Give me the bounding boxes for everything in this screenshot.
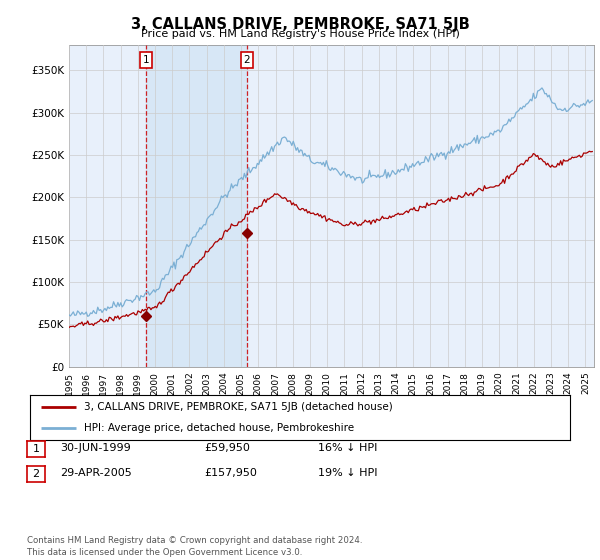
Text: 19% ↓ HPI: 19% ↓ HPI <box>318 468 377 478</box>
Text: 1: 1 <box>143 55 149 65</box>
Text: HPI: Average price, detached house, Pembrokeshire: HPI: Average price, detached house, Pemb… <box>84 423 354 433</box>
Text: 2: 2 <box>244 55 250 65</box>
Text: Contains HM Land Registry data © Crown copyright and database right 2024.
This d: Contains HM Land Registry data © Crown c… <box>27 536 362 557</box>
Text: £157,950: £157,950 <box>204 468 257 478</box>
Text: 3, CALLANS DRIVE, PEMBROKE, SA71 5JB (detached house): 3, CALLANS DRIVE, PEMBROKE, SA71 5JB (de… <box>84 402 393 412</box>
Text: Price paid vs. HM Land Registry's House Price Index (HPI): Price paid vs. HM Land Registry's House … <box>140 29 460 39</box>
Text: 29-APR-2005: 29-APR-2005 <box>60 468 132 478</box>
Text: 30-JUN-1999: 30-JUN-1999 <box>60 443 131 453</box>
Bar <box>146 45 247 367</box>
Text: 2: 2 <box>32 469 40 479</box>
Text: 3, CALLANS DRIVE, PEMBROKE, SA71 5JB: 3, CALLANS DRIVE, PEMBROKE, SA71 5JB <box>131 17 469 32</box>
Text: 1: 1 <box>32 444 40 454</box>
Text: 16% ↓ HPI: 16% ↓ HPI <box>318 443 377 453</box>
Text: £59,950: £59,950 <box>204 443 250 453</box>
